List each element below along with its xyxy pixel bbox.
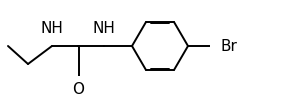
- FancyBboxPatch shape: [96, 30, 112, 42]
- FancyBboxPatch shape: [73, 76, 83, 88]
- Text: O: O: [72, 82, 84, 97]
- Text: NH: NH: [41, 21, 63, 36]
- FancyBboxPatch shape: [210, 40, 230, 52]
- Text: NH: NH: [93, 21, 115, 36]
- FancyBboxPatch shape: [44, 30, 60, 42]
- Text: Br: Br: [220, 38, 237, 53]
